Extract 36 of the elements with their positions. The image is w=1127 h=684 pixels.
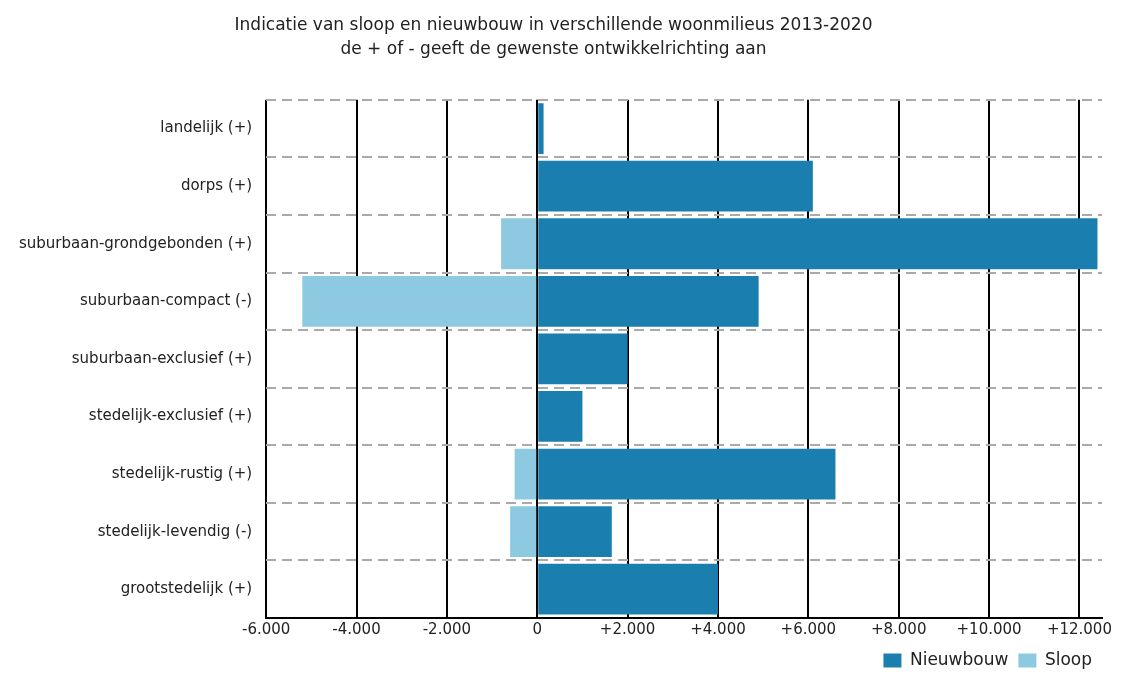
- bar: [538, 103, 544, 154]
- legend-label: Sloop: [1044, 648, 1092, 669]
- bar: [538, 160, 813, 212]
- bar: [538, 391, 583, 442]
- bar: [538, 218, 1098, 270]
- bar: [538, 275, 759, 327]
- bar: [538, 506, 612, 558]
- y-tick-label: stedelijk-rustig (+): [111, 463, 253, 482]
- legend-label: Nieuwbouw: [909, 648, 1009, 669]
- y-tick-label: suburbaan-grondgebonden (+): [18, 233, 253, 252]
- y-tick-label: suburbaan-exclusief (+): [71, 348, 253, 367]
- y-tick-label: dorps (+): [180, 176, 253, 195]
- x-tick-label: -2.000: [422, 619, 472, 638]
- x-tick-label: 0: [532, 619, 543, 638]
- x-tick-label: +12.000: [1046, 619, 1112, 638]
- chart-title: Indicatie van sloop en nieuwbouw in verschillende woonmilieus 2013-2020: [234, 13, 873, 34]
- x-tick-label: +8.000: [870, 619, 927, 638]
- y-tick-label: stedelijk-exclusief (+): [88, 406, 253, 425]
- bar: [501, 218, 537, 270]
- y-tick-label: suburbaan-compact (-): [80, 291, 253, 310]
- x-tick-label: +4.000: [690, 619, 746, 638]
- bar: [302, 275, 537, 327]
- bar: [538, 333, 628, 385]
- x-tick-label: -6.000: [241, 619, 291, 638]
- chart-subtitle: de + of - geeft de gewenste ontwikkelrichting aan: [340, 38, 767, 59]
- y-tick-label: landelijk (+): [160, 118, 253, 137]
- x-tick-label: +10.000: [956, 619, 1022, 638]
- bar: [538, 448, 836, 500]
- y-tick-label: grootstedelijk (+): [120, 579, 253, 598]
- x-tick-label: +6.000: [780, 619, 837, 638]
- x-tick-label: +2.000: [599, 619, 656, 638]
- x-tick-label: -4.000: [332, 619, 381, 638]
- bar: [510, 506, 537, 558]
- bar: [514, 448, 537, 500]
- y-tick-label: stedelijk-levendig (-): [97, 521, 253, 540]
- bar: [538, 563, 718, 615]
